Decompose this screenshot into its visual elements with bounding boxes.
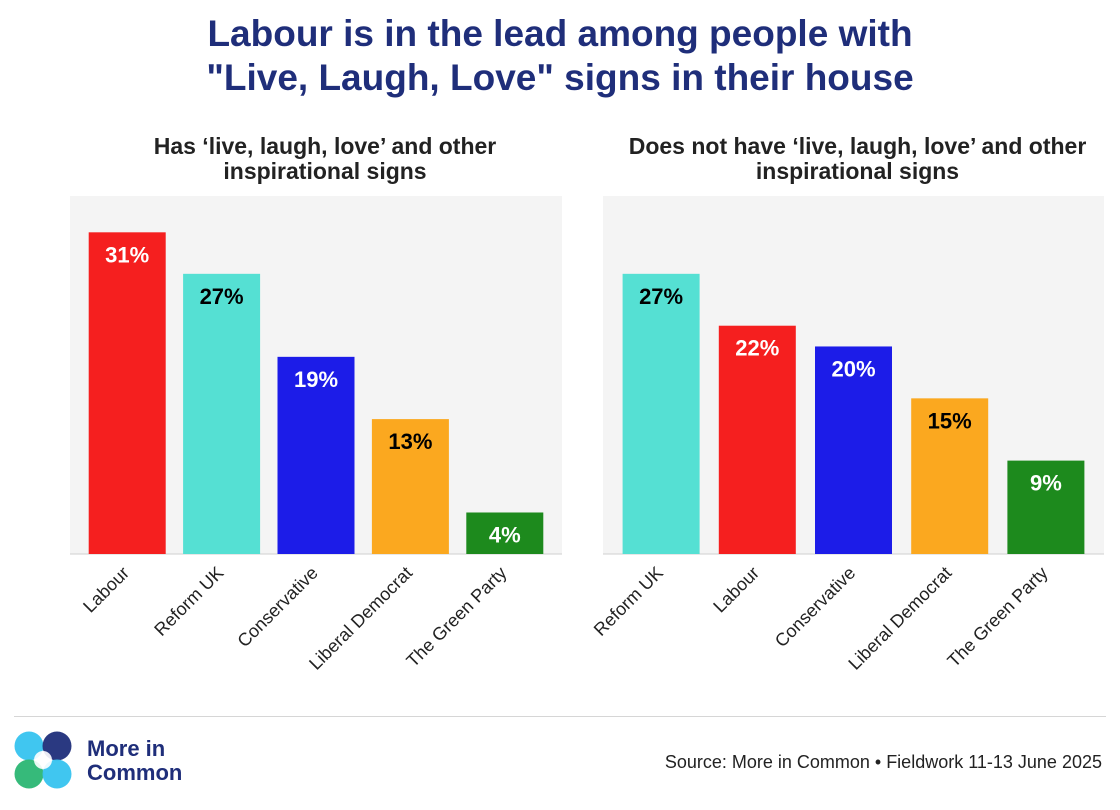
source-note: Source: More in Common • Fieldwork 11-13… <box>664 752 1102 772</box>
logo-text-line-1: More in <box>87 736 166 761</box>
left-category-label-4: Liberal Democrat <box>305 563 416 674</box>
left-category-label-3: Conservative <box>233 563 321 651</box>
right-category-label-1: Reform UK <box>590 563 667 640</box>
left-bar-label-5: 4% <box>489 522 521 547</box>
left-bar-3 <box>277 356 355 554</box>
left-bar-label-1: 31% <box>105 242 149 267</box>
left-bar-5 <box>466 512 544 554</box>
right-panel-title: Does not have ‘live, laugh, love’ and ot… <box>600 134 1115 184</box>
left-category-label-5: The Green Party <box>402 563 510 671</box>
chart-title: Labour is in the lead among people with … <box>0 12 1120 100</box>
right-bar-3 <box>815 346 892 554</box>
left-panel-title: Has ‘live, laugh, love’ and other inspir… <box>70 134 580 184</box>
left-panel-title-line-1: Has ‘live, laugh, love’ and other <box>153 133 497 159</box>
left-category-label-1: Labour <box>79 563 133 617</box>
chart-title-line-2: "Live, Laugh, Love" signs in their house <box>206 57 914 98</box>
logo-circle-bottom-left <box>14 759 44 789</box>
right-panel-title-line-1: Does not have ‘live, laugh, love’ and ot… <box>628 133 1087 159</box>
chart-title-line-1: Labour is in the lead among people with <box>207 13 913 54</box>
logo-wordmark: More in Common <box>87 737 182 785</box>
logo-circle-top-right <box>42 731 72 761</box>
right-bar-label-3: 20% <box>831 356 875 381</box>
right-category-label-5: The Green Party <box>943 563 1051 671</box>
right-bar-label-4: 15% <box>928 408 972 433</box>
left-bar-2 <box>183 273 261 554</box>
right-bar-label-1: 27% <box>639 284 683 309</box>
left-bar-label-3: 19% <box>294 367 338 392</box>
right-bar-label-5: 9% <box>1030 471 1062 496</box>
right-bar-label-2: 22% <box>735 336 779 361</box>
more-in-common-logo-icon <box>14 731 72 789</box>
left-bar-label-4: 13% <box>388 429 432 454</box>
right-bar-5 <box>1007 460 1085 554</box>
left-bar-1 <box>88 232 166 554</box>
right-category-label-2: Labour <box>709 563 763 617</box>
right-bar-4 <box>911 398 989 554</box>
bar-charts: 31% Labour 27% Reform UK 19% Conservative 13% L… <box>70 196 1104 674</box>
right-category-label-4: Liberal Democrat <box>844 563 955 674</box>
right-category-label-3: Conservative <box>771 563 859 651</box>
left-bar-label-2: 27% <box>200 284 244 309</box>
right-bar-1 <box>622 273 700 554</box>
footer-divider <box>14 716 1106 717</box>
left-panel-title-line-2: inspirational signs <box>223 158 427 184</box>
logo-center-dot <box>34 751 52 769</box>
left-bar-4 <box>371 419 449 554</box>
logo-text-line-2: Common <box>87 760 183 785</box>
right-panel-title-line-2: inspirational signs <box>755 158 960 184</box>
logo-circle-bottom-right <box>42 759 72 789</box>
left-category-label-2: Reform UK <box>150 563 227 640</box>
right-bar-2 <box>718 325 796 554</box>
logo-circle-top-left <box>14 731 44 761</box>
